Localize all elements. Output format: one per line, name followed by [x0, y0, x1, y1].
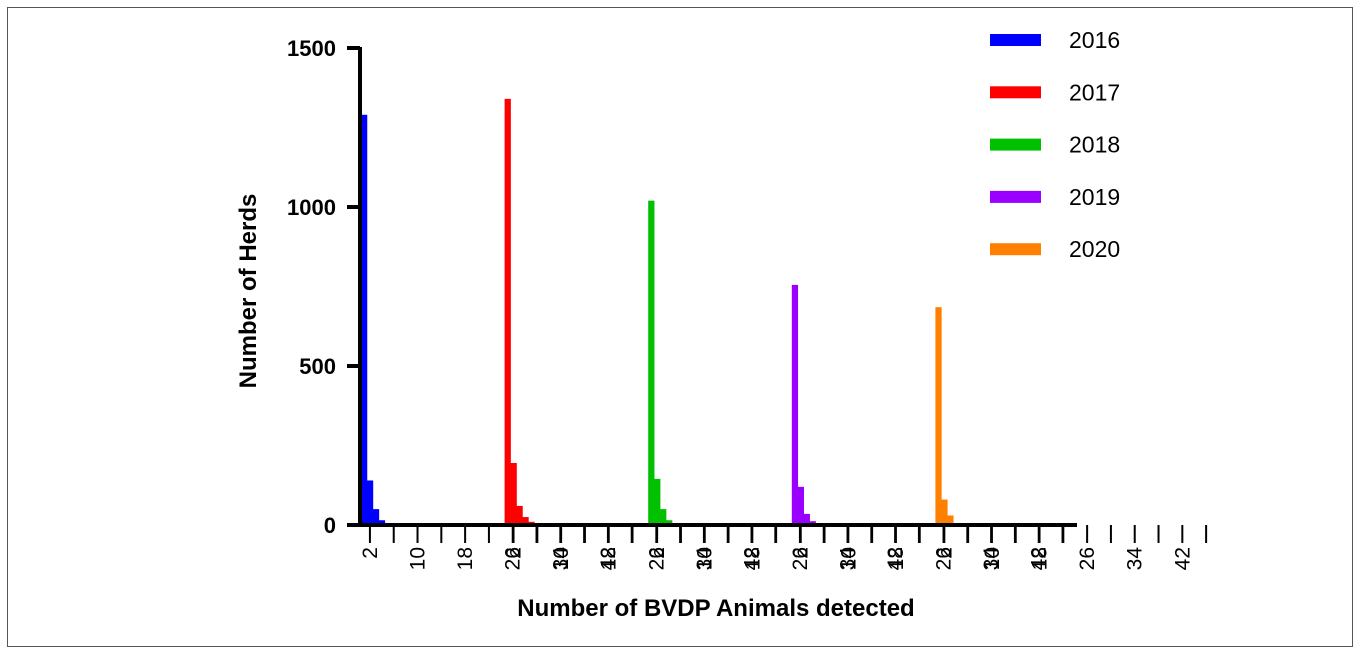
y-ticks-group: 0 500 1000 1500 [287, 36, 360, 538]
x-tick-label: 26 [933, 547, 956, 570]
x-tick-label: 42 [1028, 547, 1051, 570]
x-ticks-group: 2 10 18 26 34 42 2 10 18 26 34 42 2 10 18 26 34 42 2 10 18 26… [359, 525, 1208, 571]
x-tick-label: 26 [1076, 547, 1099, 570]
x-tick-label: 10 [407, 547, 430, 570]
bar [378, 520, 386, 525]
x-tick-label: 34 [837, 547, 860, 571]
series-2018 [648, 200, 679, 525]
x-tick-label: 2 [359, 547, 382, 559]
legend-label: 2016 [1069, 27, 1120, 53]
x-tick-label: 26 [789, 547, 812, 570]
x-tick-label: 42 [597, 547, 620, 570]
bar [510, 462, 517, 525]
x-tick-label: 42 [1171, 547, 1194, 570]
bar [803, 513, 810, 525]
legend-label: 2018 [1069, 132, 1120, 158]
x-tick-label: 18 [1029, 547, 1052, 570]
x-tick-label: 34 [980, 547, 1003, 571]
series-2020 [935, 307, 954, 525]
axes-group [358, 47, 1077, 527]
bar [941, 499, 948, 525]
bar [660, 509, 667, 525]
legend-item-2017: 2017 [990, 79, 1120, 105]
series-2019 [791, 284, 816, 525]
x-tick-label: 18 [741, 547, 764, 570]
x-tick-label: 2 [933, 547, 956, 559]
series-2016 [361, 114, 386, 525]
legend-swatch [990, 190, 1041, 203]
legend-label: 2017 [1069, 79, 1120, 105]
x-tick-label: 10 [694, 547, 717, 570]
bar [648, 200, 655, 525]
bar [947, 515, 954, 525]
bar [666, 520, 673, 525]
legend-swatch [990, 86, 1041, 99]
x-tick-label: 18 [454, 547, 477, 570]
y-tick-label: 1500 [287, 36, 336, 61]
bar [522, 517, 529, 525]
x-tick-label: 26 [645, 547, 668, 570]
x-tick-label: 18 [598, 547, 621, 570]
y-axis-title: Number of Herds [235, 194, 262, 389]
x-tick-label: 34 [1124, 547, 1147, 571]
bar [791, 284, 799, 525]
x-tick-label: 2 [503, 547, 526, 559]
y-tick-label: 0 [324, 513, 336, 538]
x-tick-label: 10 [837, 547, 860, 570]
x-tick-label: 2 [646, 547, 669, 559]
series-2017 [504, 98, 535, 525]
legend-swatch [990, 243, 1041, 256]
bar-chart: 0 500 1000 1500 2 10 18 26 34 42 2 10 18 26 34 42 2 10 18… [235, 27, 1208, 622]
legend-label: 2020 [1069, 236, 1120, 262]
legend: 2016 2017 2018 2019 2020 [990, 27, 1120, 262]
bar [935, 307, 942, 525]
bar [654, 478, 661, 525]
legend-item-2019: 2019 [990, 184, 1120, 210]
x-tick-label: 34 [549, 547, 572, 571]
y-tick-label: 1000 [287, 195, 336, 220]
x-axis-title: Number of BVDP Animals detected [517, 595, 914, 622]
x-tick-label: 34 [693, 547, 716, 571]
x-tick-label: 42 [884, 547, 907, 570]
x-tick-label: 10 [981, 547, 1004, 570]
bars-group [361, 98, 954, 525]
legend-item-2018: 2018 [990, 132, 1120, 158]
x-tick-label: 18 [885, 547, 908, 570]
x-tick-label: 10 [550, 547, 573, 570]
bar [361, 114, 368, 525]
bar [797, 486, 804, 525]
x-tick-label: 2 [790, 547, 813, 559]
legend-swatch [990, 138, 1041, 151]
x-tick-label: 42 [741, 547, 764, 570]
bar [516, 505, 523, 525]
legend-label: 2019 [1069, 184, 1120, 210]
legend-item-2016: 2016 [990, 27, 1120, 53]
bar [372, 509, 380, 525]
legend-swatch [990, 34, 1041, 46]
y-tick-label: 500 [299, 354, 336, 379]
legend-item-2020: 2020 [990, 236, 1120, 262]
bar [366, 480, 374, 525]
bar [504, 98, 511, 525]
x-tick-label: 26 [502, 547, 525, 570]
